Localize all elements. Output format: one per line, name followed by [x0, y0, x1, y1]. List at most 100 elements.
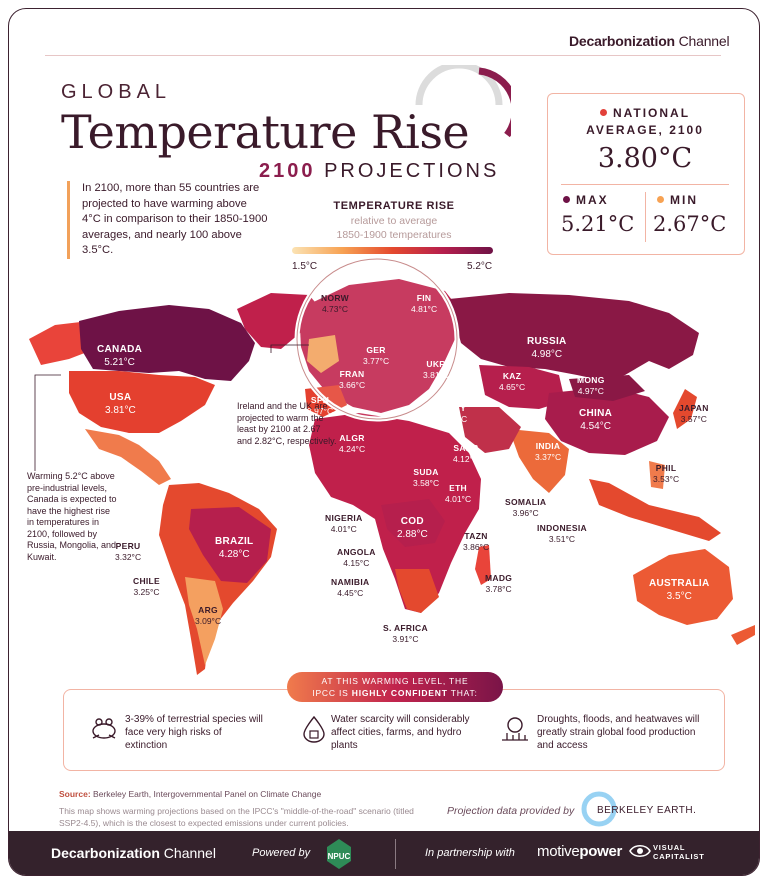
frog-icon — [92, 718, 116, 739]
label-usa: USA 3.81°C — [105, 392, 136, 416]
label-peru: PERU 3.32°C — [115, 541, 142, 562]
china-shape — [545, 387, 669, 455]
label-ukraine: UKR 3.81°C — [423, 359, 450, 380]
dot-icon — [657, 196, 664, 203]
label-kazakhstan: KAZ 4.65°C — [499, 371, 526, 392]
mexico-shape — [85, 429, 171, 485]
page-title: Temperature Rise — [61, 105, 470, 159]
label-france: FRAN 3.66°C — [339, 369, 366, 390]
label-namibia: NAMIBIA 4.45°C — [331, 577, 370, 598]
berkeley-earth-logo-icon — [581, 791, 617, 827]
min-value: 2.67°C — [653, 212, 727, 236]
divider — [645, 192, 646, 242]
label-australia: AUSTRALIA 3.5°C — [649, 578, 710, 602]
label-sudan: SUDA 3.58°C — [413, 467, 440, 488]
europe-zoom-circle-outline — [296, 258, 458, 420]
label-finland: FIN 4.81°C — [411, 293, 438, 314]
footer-powered-by: Powered by — [252, 847, 311, 859]
middle-east-shape — [459, 407, 521, 453]
label-turkey: TRKY 3.61°C — [441, 403, 468, 424]
legend-min-label: 1.5°C — [292, 261, 318, 272]
footer-divider — [395, 839, 396, 869]
min-label: MIN — [657, 193, 698, 207]
label-norway: NORW 4.73°C — [321, 293, 349, 314]
confidence-item-food: Droughts, floods, and heatwaves will gre… — [537, 714, 700, 751]
water-drop-icon — [303, 715, 325, 743]
source-line: Source: Berkeley Earth, Intergovernmenta… — [59, 789, 322, 799]
russia-shape — [449, 293, 699, 381]
mongolia-shape — [569, 375, 645, 401]
label-brazil: BRAZIL 4.28°C — [215, 536, 254, 560]
motivepower-logo: motivepower — [537, 843, 623, 860]
visual-capitalist-logo-icon — [629, 844, 651, 858]
label-india: INDIA 3.37°C — [535, 441, 562, 462]
dot-icon — [563, 196, 570, 203]
label-spain: SPN 3.97°C — [307, 395, 334, 416]
label-china: CHINA 4.54°C — [579, 408, 613, 432]
label-tanzania: TAZN 3.86°C — [463, 531, 490, 552]
label-south-africa: S. AFRICA 3.91°C — [383, 623, 428, 644]
label-angola: ANGOLA 4.15°C — [337, 547, 376, 568]
label-philippines: PHIL 3.53°C — [653, 463, 680, 484]
label-nigeria: NIGERIA 4.01°C — [325, 513, 363, 534]
legend-title: TEMPERATURE RISE — [333, 200, 455, 212]
india-shape — [509, 429, 569, 493]
congo-shape — [381, 499, 445, 547]
label-chile: CHILE 3.25°C — [133, 576, 160, 597]
national-average-value: 3.80°C — [597, 143, 693, 174]
confidence-item-extinction: 3-39% of terrestrial species will face v… — [125, 714, 263, 751]
label-mongolia: MONG 4.97°C — [577, 375, 605, 396]
max-label: MAX — [563, 193, 609, 207]
label-madagascar: MADG 3.78°C — [485, 573, 513, 594]
legend-max-label: 5.2°C — [467, 261, 493, 272]
footer-partnership: In partnership with — [425, 847, 515, 859]
new-zealand-shape — [731, 625, 755, 645]
southeast-asia-shape — [589, 479, 721, 541]
npuc-logo-text: NPUC — [328, 852, 351, 861]
canada-leader-line — [34, 374, 61, 471]
visual-capitalist-name: VISUAL CAPITALIST — [653, 843, 705, 861]
uk-ireland-shape — [307, 335, 339, 373]
alaska-shape — [29, 321, 95, 365]
title-projections: 2100 PROJECTIONS — [259, 160, 500, 182]
ipcc-confidence-header: AT THIS WARMING LEVEL, THE IPCC IS HIGHL… — [287, 672, 503, 702]
canada-shape — [79, 305, 255, 381]
madagascar-shape — [475, 545, 491, 585]
label-ethiopia: ETH 4.01°C — [445, 483, 472, 504]
label-somalia: SOMALIA 3.96°C — [505, 497, 547, 518]
national-average-label: NATIONAL AVERAGE, 2100 — [586, 106, 704, 137]
footer-brand: Decarbonization Channel — [51, 845, 216, 861]
ipcc-confidence-box — [63, 689, 725, 771]
australia-shape — [633, 549, 733, 625]
europe-shape — [299, 279, 459, 413]
label-canada: CANADA 5.21°C — [97, 344, 143, 368]
crop-drought-icon — [502, 717, 528, 741]
npuc-logo-icon: NPUC — [327, 839, 351, 869]
usa-shape — [69, 371, 215, 433]
intro-text: In 2100, more than 55 countries are proj… — [67, 181, 268, 259]
divider — [561, 184, 729, 185]
national-average-box — [547, 93, 745, 255]
kazakhstan-shape — [479, 365, 565, 409]
label-congo: COD 2.88°C — [397, 516, 428, 540]
label-algeria: ALGR 4.24°C — [339, 433, 366, 454]
label-indonesia: INDONESIA 3.51°C — [537, 523, 587, 544]
argentina-shape — [185, 577, 223, 665]
philippines-shape — [649, 461, 665, 489]
brazil-shape — [189, 507, 271, 583]
label-germany: GER 3.77°C — [363, 345, 390, 366]
infographic-frame: Decarbonization Channel GLOBAL Temperatu… — [8, 8, 760, 876]
label-argentina: ARG 3.09°C — [195, 605, 222, 626]
label-russia: RUSSIA 4.98°C — [527, 336, 567, 360]
label-japan: JAPAN 3.57°C — [679, 403, 709, 424]
label-saudi-arabia: SARB 4.12°C — [453, 443, 480, 464]
uk-leader-line — [270, 344, 309, 353]
brand-logo-top: Decarbonization Channel — [569, 33, 730, 49]
footer-bar — [9, 831, 759, 875]
top-divider — [45, 55, 721, 56]
south-africa-shape — [395, 569, 439, 613]
legend-gradient-bar — [292, 247, 493, 254]
projection-credit: Projection data provided by — [447, 805, 575, 817]
title-global: GLOBAL — [61, 81, 172, 103]
dot-icon — [599, 109, 607, 116]
